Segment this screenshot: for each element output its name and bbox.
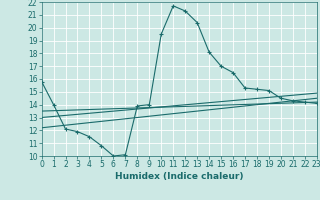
X-axis label: Humidex (Indice chaleur): Humidex (Indice chaleur) <box>115 172 244 181</box>
